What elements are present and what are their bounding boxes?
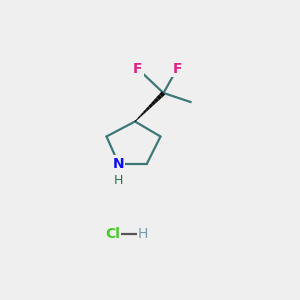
- Text: F: F: [133, 62, 143, 76]
- Text: Cl: Cl: [105, 227, 120, 241]
- Text: F: F: [172, 62, 182, 76]
- Text: N: N: [113, 157, 124, 170]
- Text: H: H: [137, 227, 148, 241]
- Text: H: H: [114, 174, 123, 188]
